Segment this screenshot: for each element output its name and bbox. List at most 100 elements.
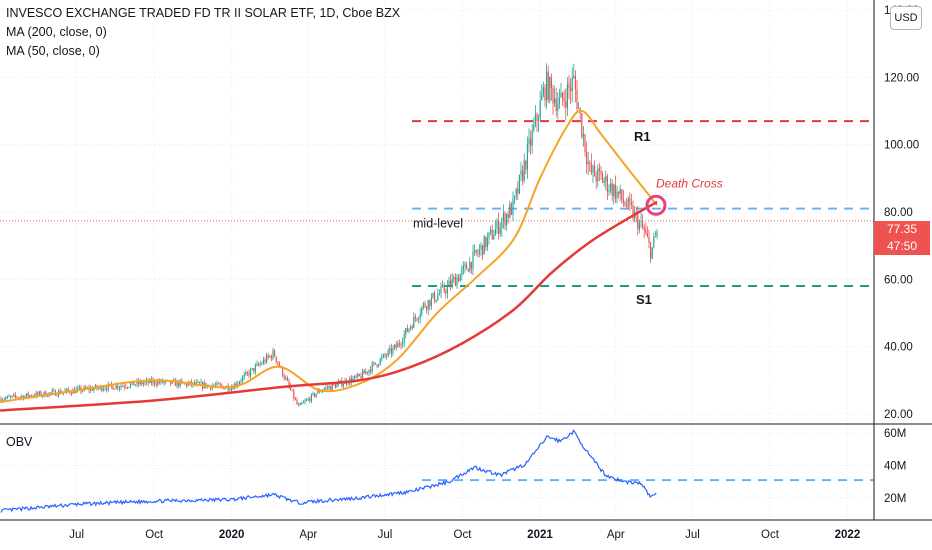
candle-body (371, 363, 373, 372)
candle-body (414, 316, 416, 319)
candle-body (454, 277, 456, 287)
candle-body (544, 87, 546, 101)
candle-body (115, 385, 117, 389)
candle-body (547, 71, 549, 101)
ma200-line (0, 200, 658, 412)
candle-body (518, 174, 520, 194)
candle-body (373, 362, 375, 364)
candle-body (640, 221, 642, 223)
candle-body (523, 160, 525, 181)
candle-body (422, 303, 424, 308)
symbol-title[interactable]: INVESCO EXCHANGE TRADED FD TR II SOLAR E… (6, 6, 401, 20)
candle-body (587, 162, 589, 165)
candle-body (651, 247, 653, 259)
candle-body (573, 75, 575, 78)
currency-button[interactable]: USD (890, 6, 922, 30)
candle-body (77, 387, 79, 390)
candle-body (453, 277, 455, 280)
death-cross-label: Death Cross (656, 177, 723, 191)
candle-body (283, 375, 285, 379)
candle-body (18, 397, 20, 399)
candle-body (578, 108, 580, 109)
candle-body (570, 87, 572, 92)
candle-body (307, 398, 309, 400)
candle-body (592, 165, 594, 173)
candle-body (51, 390, 53, 393)
candle-body (30, 395, 32, 397)
candle-body (360, 375, 362, 379)
candle-body (546, 71, 548, 101)
candle-body (408, 328, 410, 332)
candle-body (130, 383, 132, 387)
obv-legend[interactable]: OBV (6, 435, 33, 449)
ma200-legend[interactable]: MA (200, close, 0) (6, 25, 107, 39)
candle-body (594, 165, 596, 177)
candle-body (400, 344, 402, 346)
candle-body (613, 184, 615, 197)
candle-body (128, 386, 130, 388)
candle-body (10, 396, 12, 398)
candle-body (541, 94, 543, 101)
candle-body (272, 350, 274, 359)
candle-body (477, 252, 479, 254)
candle-body (472, 251, 474, 269)
candle-body (290, 386, 292, 390)
candle-body (134, 384, 136, 386)
candle-body (250, 369, 252, 376)
candle-body (358, 374, 360, 376)
candle-body (302, 402, 304, 404)
candle-body (525, 160, 527, 170)
time-tick-label: 2021 (527, 529, 553, 541)
ma50-legend[interactable]: MA (50, close, 0) (6, 44, 100, 58)
candle-body (245, 372, 247, 375)
candle-body (506, 214, 508, 226)
ma50-line (0, 109, 658, 404)
candle-body (397, 343, 399, 348)
candle-body (242, 376, 244, 382)
candle-body (306, 399, 308, 401)
candle-body (3, 399, 5, 401)
obv-pane (0, 429, 874, 513)
candle-body (112, 385, 114, 390)
candle-body (517, 188, 519, 194)
time-tick-label: Apr (607, 529, 625, 541)
candle-body (413, 316, 415, 329)
candle-body (494, 228, 496, 236)
candle-body (437, 294, 439, 300)
candle-body (560, 92, 562, 98)
candle-body (330, 386, 332, 390)
candle-body (288, 380, 290, 387)
candle-body (157, 381, 159, 385)
candle-body (269, 355, 271, 357)
candle-body (238, 382, 240, 384)
candle-body (187, 383, 189, 386)
candle-body (85, 387, 87, 389)
time-tick-label: Oct (761, 529, 780, 541)
candle-body (270, 355, 272, 359)
candle-body (432, 292, 434, 298)
candle-body (326, 387, 328, 389)
candle-body (496, 220, 498, 229)
candle-body (632, 205, 634, 219)
candle-body (106, 389, 108, 390)
candle-body (482, 245, 484, 255)
candle-body (493, 235, 495, 240)
candle-body (410, 326, 412, 329)
candle-body (142, 383, 144, 385)
candle-body (499, 227, 501, 234)
candle-body (78, 387, 80, 388)
candle-body (366, 371, 368, 373)
annotations: R1 S1 mid-level Death Cross (413, 129, 723, 307)
candle-body (398, 343, 400, 345)
candle-body (318, 390, 320, 393)
candle-body (645, 230, 647, 234)
candle-body (430, 297, 432, 307)
candle-body (370, 369, 372, 372)
candle-body (418, 318, 420, 320)
candle-body (229, 389, 231, 391)
candle-body (154, 380, 156, 385)
candle-body (259, 363, 261, 365)
candle-body (13, 394, 15, 396)
candle-body (186, 383, 188, 386)
